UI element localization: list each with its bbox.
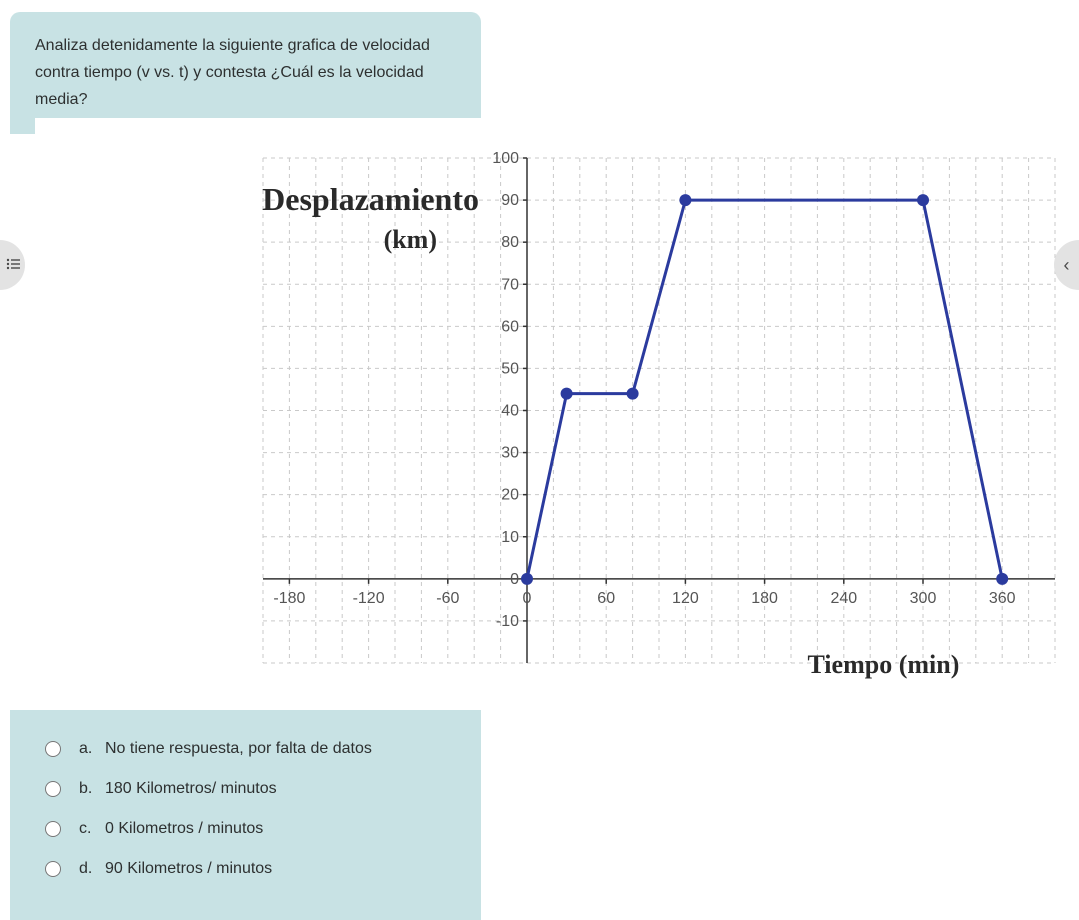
svg-text:10: 10 <box>501 529 519 546</box>
menu-tab-left[interactable] <box>0 240 25 290</box>
svg-text:60: 60 <box>501 318 519 335</box>
answer-radio-c[interactable] <box>45 821 61 837</box>
answer-radio-b[interactable] <box>45 781 61 797</box>
svg-text:240: 240 <box>830 590 857 607</box>
svg-text:30: 30 <box>501 445 519 462</box>
svg-text:100: 100 <box>492 150 519 167</box>
svg-text:50: 50 <box>501 360 519 377</box>
answer-option-d[interactable]: d. 90 Kilometros / minutos <box>35 860 456 878</box>
svg-text:300: 300 <box>910 590 937 607</box>
svg-text:80: 80 <box>501 234 519 251</box>
svg-text:(km): (km) <box>384 225 437 254</box>
svg-text:90: 90 <box>501 192 519 209</box>
svg-text:-10: -10 <box>496 613 519 630</box>
question-text: Analiza detenidamente la siguiente grafi… <box>35 32 456 114</box>
svg-text:0: 0 <box>523 590 532 607</box>
chevron-left-icon: ‹ <box>1064 255 1070 276</box>
svg-text:Desplazamiento: Desplazamiento <box>262 181 479 217</box>
svg-text:0: 0 <box>510 571 519 588</box>
svg-text:-60: -60 <box>436 590 459 607</box>
answer-letter: a. <box>79 740 105 758</box>
svg-text:70: 70 <box>501 276 519 293</box>
svg-text:60: 60 <box>597 590 615 607</box>
svg-text:360: 360 <box>989 590 1016 607</box>
svg-text:-180: -180 <box>273 590 305 607</box>
answer-text: 0 Kilometros / minutos <box>105 820 263 838</box>
answer-option-a[interactable]: a. No tiene respuesta, por falta de dato… <box>35 740 456 758</box>
answer-option-b[interactable]: b. 180 Kilometros/ minutos <box>35 780 456 798</box>
svg-text:40: 40 <box>501 403 519 420</box>
svg-text:120: 120 <box>672 590 699 607</box>
chart-svg: -100102030405060708090100-180-120-600601… <box>35 118 1079 688</box>
chart-container: -100102030405060708090100-180-120-600601… <box>35 118 1079 710</box>
answer-option-c[interactable]: c. 0 Kilometros / minutos <box>35 820 456 838</box>
answer-letter: b. <box>79 780 105 798</box>
question-panel: Analiza detenidamente la siguiente grafi… <box>10 12 481 134</box>
answer-radio-a[interactable] <box>45 741 61 757</box>
answer-letter: d. <box>79 860 105 878</box>
answer-text: 180 Kilometros/ minutos <box>105 780 277 798</box>
answer-radio-d[interactable] <box>45 861 61 877</box>
svg-text:20: 20 <box>501 487 519 504</box>
answer-letter: c. <box>79 820 105 838</box>
answer-text: 90 Kilometros / minutos <box>105 860 272 878</box>
answers-panel: a. No tiene respuesta, por falta de dato… <box>10 710 481 920</box>
list-icon <box>6 257 20 273</box>
svg-text:Tiempo (min): Tiempo (min) <box>807 650 959 679</box>
svg-text:180: 180 <box>751 590 778 607</box>
svg-text:-120: -120 <box>353 590 385 607</box>
answer-text: No tiene respuesta, por falta de datos <box>105 740 372 758</box>
